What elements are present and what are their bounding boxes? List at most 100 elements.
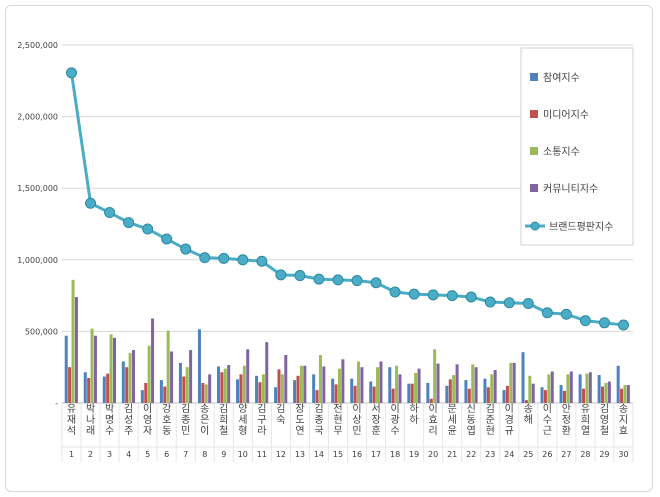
bar <box>255 375 259 403</box>
bar <box>220 372 224 403</box>
bar <box>597 375 601 403</box>
line-point <box>522 297 534 309</box>
bar <box>407 383 411 403</box>
line-point <box>389 286 401 298</box>
rank-label: 12 <box>276 450 286 459</box>
y-tick-label: 2,500,000 <box>17 41 58 50</box>
rank-label: 5 <box>145 450 150 459</box>
bar <box>502 390 506 403</box>
bar <box>601 386 605 403</box>
bar <box>559 385 563 403</box>
bar <box>445 385 449 403</box>
bar <box>369 381 373 403</box>
bar <box>566 374 570 403</box>
bar <box>239 374 243 403</box>
bar <box>159 380 163 403</box>
rank-label: 25 <box>523 450 533 459</box>
bar <box>112 337 116 403</box>
line-point <box>598 317 610 329</box>
legend-swatch <box>530 73 538 81</box>
line-point <box>294 270 306 282</box>
rank-label: 20 <box>428 450 438 459</box>
bar <box>426 382 430 403</box>
bar <box>166 330 170 403</box>
line-point <box>351 275 363 287</box>
bar <box>121 361 125 403</box>
rank-label: 22 <box>466 450 476 459</box>
bar <box>474 367 478 403</box>
bar <box>208 374 212 403</box>
bar <box>626 385 630 403</box>
rank-label: 15 <box>333 450 343 459</box>
bar <box>83 372 87 403</box>
bar <box>102 376 106 403</box>
bar <box>414 372 418 403</box>
bar <box>509 362 513 403</box>
bar <box>128 352 132 403</box>
bar <box>182 376 186 403</box>
bar <box>280 374 284 403</box>
rank-label: 21 <box>447 450 457 459</box>
rank-label: 28 <box>580 450 590 459</box>
bar <box>417 368 421 403</box>
bar <box>547 374 551 403</box>
bar <box>236 379 240 403</box>
rank-label: 26 <box>542 450 552 459</box>
rank-label: 8 <box>202 450 207 459</box>
line-point <box>560 308 572 320</box>
bar <box>331 378 335 403</box>
bar <box>144 382 148 403</box>
line-point <box>199 252 211 264</box>
legend-swatch <box>530 110 538 118</box>
bar <box>170 351 174 403</box>
rank-label: 19 <box>409 450 419 459</box>
bar <box>140 390 144 403</box>
bar <box>189 350 193 403</box>
y-axis: - 500,000 1,000,000 1,500,000 2,000,000 2,500… <box>17 41 58 408</box>
bar <box>550 371 554 403</box>
rank-label: 1 <box>69 450 74 459</box>
rank-label: 18 <box>390 450 400 459</box>
line-series <box>66 67 629 331</box>
bar <box>562 390 566 403</box>
bar <box>360 367 364 403</box>
bar <box>204 384 208 403</box>
bar <box>68 367 72 403</box>
bar <box>604 382 608 403</box>
bar <box>277 369 281 403</box>
bar <box>265 342 269 403</box>
rank-label: 17 <box>371 450 381 459</box>
bar <box>540 387 544 403</box>
bar <box>341 359 345 403</box>
line-point <box>218 252 230 264</box>
line-point <box>256 255 268 267</box>
bar <box>350 378 354 403</box>
rank-label: 3 <box>107 450 112 459</box>
bar <box>322 366 326 403</box>
legend-label: 소통지수 <box>543 146 580 158</box>
bar <box>197 329 201 403</box>
rank-label: 10 <box>238 450 248 459</box>
bar <box>163 386 167 403</box>
line-point <box>617 319 629 331</box>
legend-label: 커뮤니티지수 <box>543 183 598 195</box>
bar <box>410 383 414 403</box>
bar <box>455 364 459 403</box>
bar <box>467 388 471 403</box>
bar <box>486 387 490 403</box>
bar <box>376 367 380 403</box>
bar <box>87 377 91 403</box>
bar <box>312 374 316 403</box>
bar <box>490 374 494 403</box>
bar <box>90 328 94 403</box>
